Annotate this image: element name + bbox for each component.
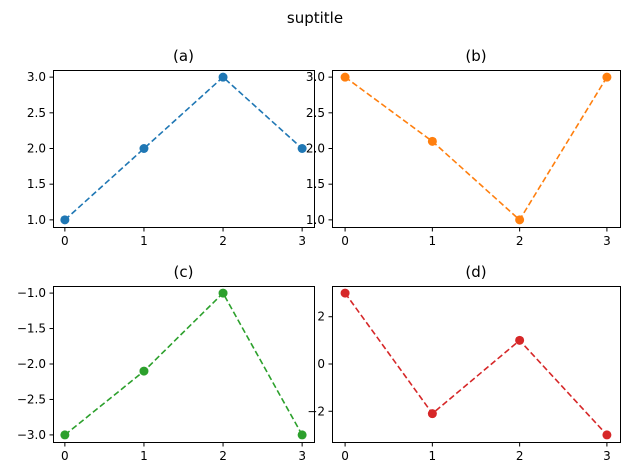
subplot-a-xtick-label: 0 [61, 234, 69, 248]
subplot-c-title: (c) [174, 263, 194, 281]
subplot-a-xtick-label: 1 [140, 234, 148, 248]
subplot-c-data-point [218, 288, 228, 298]
subplot-a-data-point [218, 72, 228, 82]
subplot-a-title: (a) [173, 47, 194, 65]
subplot-b-series-line [344, 76, 608, 222]
subplot-c-ytick-label: −1.5 [17, 322, 46, 336]
subplot-b-xtick-label: 0 [341, 234, 349, 248]
subplot-a-data-point [297, 144, 307, 153]
subplot-d-xtick-label: 3 [603, 449, 611, 463]
subplot-c-xtick-label: 2 [219, 449, 227, 463]
subplot-d-title: (d) [465, 263, 486, 281]
subplot-c-data-point [297, 430, 307, 440]
subplot-b: (b) 0 1 2 3 1.0 1.5 2.0 2.5 3.0 [306, 47, 621, 248]
subplot-b-ytick-label: 3.0 [306, 70, 325, 84]
subplot-b-ytick-label: 2.0 [306, 142, 325, 156]
subplot-d-data-point [340, 288, 350, 298]
subplot-c-ytick-label: −1.0 [17, 286, 46, 300]
subplot-d-ytick-label: 2 [317, 310, 325, 324]
subplot-b-ytick-label: 2.5 [306, 106, 325, 120]
subplot-d-xtick-label: 0 [341, 449, 349, 463]
subplot-b-xtick-label: 3 [603, 234, 611, 248]
subplot-c-ytick-label: −3.0 [17, 428, 46, 442]
subplot-c-data-point [60, 430, 70, 440]
subplot-c-series-line [64, 291, 303, 436]
subplot-a-data-point [60, 215, 70, 225]
subplot-grid: (a)0 1 2 31.01.52.02.53.0(b)0 1 2 31.01.52.02.… [17, 47, 621, 463]
subplot-b-xtick-label: 1 [429, 234, 437, 248]
subplot-b-xtick-label: 2 [516, 234, 524, 248]
subplot-b-title: (b) [465, 47, 486, 65]
subplot-d-data-point [427, 409, 437, 419]
subplot-a-data-point [139, 144, 149, 153]
subplot-b-ytick-label: 1.0 [306, 213, 325, 227]
subplot-a-ytick-label: 1.0 [27, 213, 46, 227]
subplot-c-data-point [139, 366, 149, 376]
subplot-d-data-point [602, 430, 612, 440]
subplot-a-ytick-label: 3.0 [27, 70, 46, 84]
subplot-d-ytick-label: 0 [317, 357, 325, 371]
subplot-a-series-line [64, 76, 303, 221]
figure-suptitle: suptitle [287, 9, 343, 27]
subplot-a: (a) 0 1 2 3 1.0 1.5 2.0 2.5 3.0 [27, 47, 315, 248]
subplot-b-data-point [515, 215, 525, 225]
subplot-a-ytick-label: 2.5 [27, 106, 46, 120]
subplot-b-data-point [602, 72, 612, 82]
subplot-d-ytick-label: −2 [307, 404, 325, 418]
subplot-c-xtick-label: 3 [298, 449, 306, 463]
subplot-c: (c) 0 1 2 3 −3.0 −2.5 −2.0 −1.5 −1.0 [17, 263, 315, 463]
subplot-a-ytick-label: 2.0 [27, 142, 46, 156]
subplot-a-xtick-label: 3 [298, 234, 306, 248]
subplot-d-xtick-label: 2 [516, 449, 524, 463]
subplot-b-ytick-label: 1.5 [306, 177, 325, 191]
subplot-c-xtick-label: 1 [140, 449, 148, 463]
subplot-c-ytick-label: −2.0 [17, 357, 46, 371]
subplot-b-data-point [340, 72, 350, 82]
subplot-d-data-point [515, 335, 525, 345]
subplot-a-xtick-label: 2 [219, 234, 227, 248]
subplot-d-xtick-label: 1 [429, 449, 437, 463]
subplot-a-ytick-label: 1.5 [27, 177, 46, 191]
subplot-d-series-line [344, 292, 608, 436]
subplot-d: (d) 0 1 2 3 −2 0 2 [307, 263, 621, 463]
subplot-c-ytick-label: −2.5 [17, 392, 46, 406]
subplot-c-xtick-label: 0 [61, 449, 69, 463]
subplot-b-data-point [427, 136, 437, 146]
